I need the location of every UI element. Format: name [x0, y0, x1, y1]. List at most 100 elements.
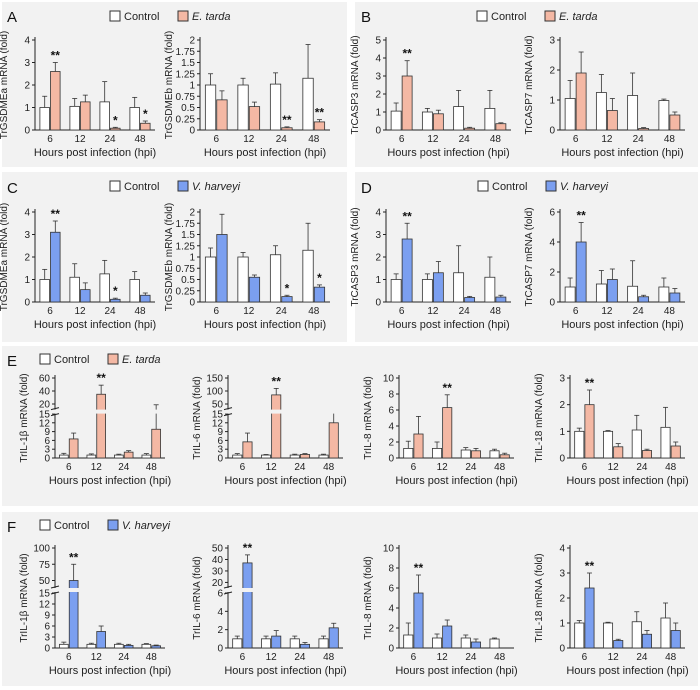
legend-label-infection: E. tarda: [122, 354, 161, 366]
y-tick-label: 2: [549, 268, 555, 279]
bar-infection: [313, 121, 326, 131]
x-tick-label: 24: [633, 134, 645, 145]
x-tick-label: 6: [411, 462, 417, 473]
y-tick-label: 3: [375, 72, 381, 83]
bar-infection: [641, 450, 652, 459]
x-axis-label: Hours post infection (hpi): [224, 475, 346, 487]
x-tick-label: 48: [146, 652, 158, 663]
legend-swatch-control: [476, 10, 488, 22]
y-tick-label: 5: [375, 36, 381, 47]
bar-infection: [613, 446, 624, 459]
y-axis-label: TrIL-1β mRNA (fold): [19, 373, 30, 462]
bar-infection: [464, 127, 476, 131]
bar-control: [603, 430, 614, 459]
y-tick-label: 60: [39, 374, 51, 385]
legends: Control E. tarda Control E. tarda Control V. …: [39, 10, 609, 532]
bar-infection: [151, 428, 161, 459]
panel-F-bg: [2, 512, 698, 686]
bar-control: [484, 276, 496, 303]
bar-infection: [606, 110, 618, 131]
y-axis-label: TrCASP7 mRNA (fold): [524, 207, 535, 306]
legend-C: Control V. harveyi: [109, 180, 241, 193]
bar-control: [59, 643, 69, 649]
bar-control: [574, 430, 585, 459]
x-tick-label: 12: [266, 652, 278, 663]
bar-infection: [584, 587, 595, 649]
legend-swatch-control: [109, 10, 121, 22]
y-tick-label: 1: [24, 103, 30, 114]
y-tick-label: 1: [549, 96, 555, 107]
x-axis-label: Hours post infection (hpi): [395, 475, 517, 487]
bar-infection: [584, 404, 595, 459]
panel-letter-A: A: [7, 9, 17, 26]
bar-control: [261, 454, 272, 459]
bar-infection: [495, 296, 507, 303]
x-tick-label: 6: [213, 134, 219, 145]
y-tick-label: 0: [217, 644, 223, 655]
x-tick-label: 48: [490, 306, 502, 317]
significance-marker: **: [69, 550, 79, 564]
bar-infection: [299, 454, 310, 459]
significance-marker: **: [243, 541, 253, 555]
legend-label-control: Control: [491, 11, 526, 23]
axis-break-mark: [223, 585, 233, 589]
y-tick-label: 100: [33, 544, 50, 555]
bar-infection: [470, 641, 481, 649]
bar-control: [489, 638, 500, 649]
legend-F: Control V. harveyi: [39, 519, 171, 532]
y-tick-label: 15: [212, 410, 224, 421]
legend-label-control: Control: [54, 354, 89, 366]
x-tick-label: 6: [573, 306, 579, 317]
legend-label-infection: E. tarda: [559, 11, 598, 23]
bar-infection: [470, 450, 481, 459]
bar-infection: [281, 127, 293, 131]
bar-infection: [140, 294, 151, 303]
bar-control: [269, 83, 282, 131]
y-tick-label: 2: [559, 594, 565, 605]
x-tick-label: 6: [582, 652, 588, 663]
bar-infection: [123, 645, 134, 649]
bar-infection: [442, 407, 453, 459]
bar-control: [631, 621, 642, 649]
bar-control: [603, 622, 614, 649]
y-axis-label: TrGSDMEb mRNA (fold): [164, 31, 175, 140]
y-tick-label: 1: [189, 81, 195, 92]
y-tick-label: 0: [559, 644, 565, 655]
bar-infection: [140, 122, 151, 131]
axis-break-mark: [223, 413, 233, 417]
y-tick-label: 2: [388, 438, 394, 449]
bar-control: [129, 107, 140, 131]
bar-infection: [669, 114, 681, 131]
x-tick-label: 12: [91, 652, 103, 663]
y-axis-label: TrIL-6 mRNA (fold): [192, 556, 203, 640]
y-tick-label: 30: [212, 566, 224, 577]
legend-swatch-infection: [544, 10, 556, 22]
axis-break-mark: [50, 407, 60, 411]
y-tick-label: 2: [217, 625, 223, 636]
y-tick-label: 9: [217, 427, 223, 438]
significance-marker: *: [317, 271, 322, 285]
y-tick-label: 4: [559, 544, 565, 555]
y-tick-label: 4: [217, 607, 223, 618]
y-tick-label: 0: [549, 298, 555, 309]
x-axis-label: Hours post infection (hpi): [566, 665, 688, 677]
legend-label-infection: V. harveyi: [122, 520, 171, 532]
bar-control: [69, 276, 80, 303]
y-tick-label: 3: [24, 230, 30, 241]
y-tick-label: 40: [212, 555, 224, 566]
y-axis-label: TrGSDMEa mRNA (fold): [0, 31, 10, 140]
bar-infection: [281, 296, 293, 303]
y-tick-label: 1: [375, 275, 381, 286]
y-tick-label: 1.5: [181, 230, 195, 241]
x-tick-label: 6: [399, 134, 405, 145]
bar-control: [129, 279, 140, 303]
bar-control: [489, 450, 500, 459]
significance-marker: **: [282, 113, 292, 127]
y-tick-label: 2: [388, 624, 394, 635]
significance-marker: **: [402, 47, 412, 61]
